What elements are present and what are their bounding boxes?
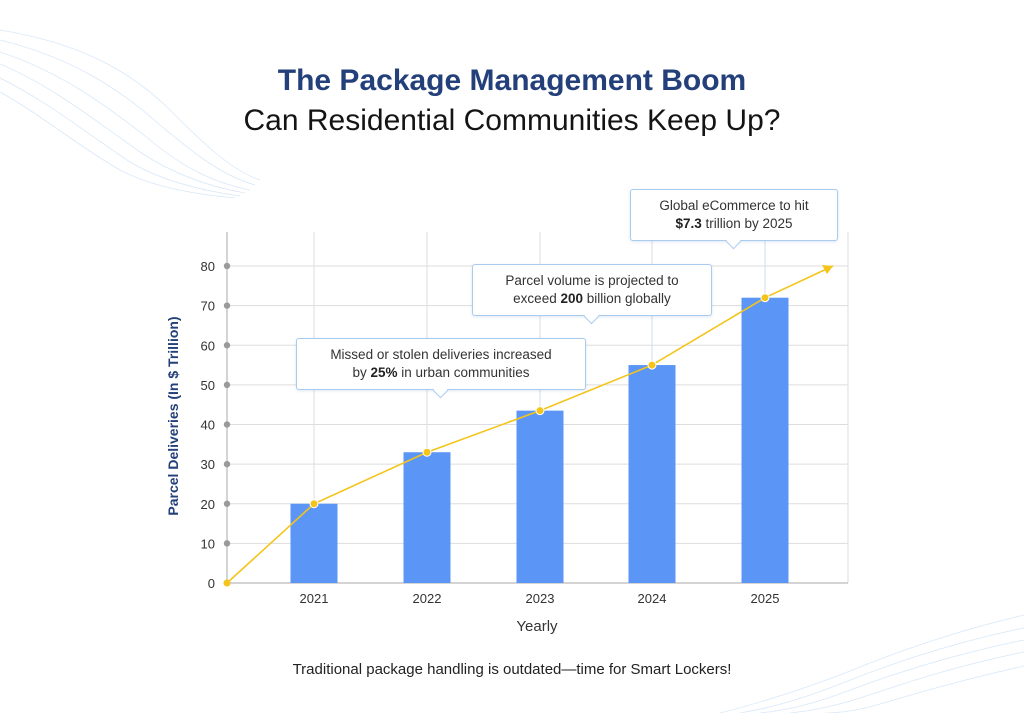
y-tick-dot xyxy=(223,460,231,468)
annotation-line: by 25% in urban communities xyxy=(309,364,573,382)
annotation-callout-2025: Global eCommerce to hit $7.3 trillion by … xyxy=(630,189,838,241)
annotation-highlight: $7.3 xyxy=(675,216,702,231)
y-tick-dot xyxy=(223,500,231,507)
x-tick-label: 2021 xyxy=(300,591,329,606)
y-tick-label: 30 xyxy=(201,457,215,472)
annotation-text: billion globally xyxy=(583,291,671,306)
trend-point-2022 xyxy=(422,447,432,457)
y-tick-label: 10 xyxy=(201,536,215,551)
trend-point-2023 xyxy=(535,406,545,416)
y-tick-label: 50 xyxy=(201,378,215,393)
x-tick-label: 2023 xyxy=(526,591,555,606)
bar-2023 xyxy=(516,410,564,583)
y-tick-dot xyxy=(223,262,231,270)
annotation-text: Missed or stolen deliveries increased xyxy=(330,347,552,362)
trend-start-point xyxy=(223,579,231,587)
annotation-line: $7.3 trillion by 2025 xyxy=(643,215,825,233)
x-axis-title: Yearly xyxy=(516,618,558,635)
bar-2022 xyxy=(403,452,451,583)
y-tick-label: 0 xyxy=(208,576,215,591)
bar-2024 xyxy=(628,365,676,583)
footer-note: Traditional package handling is outdated… xyxy=(292,661,732,678)
annotation-text: trillion by 2025 xyxy=(701,216,793,231)
trend-point-2024 xyxy=(647,360,657,370)
page-subtitle: Can Residential Communities Keep Up? xyxy=(243,104,781,137)
bar-2025 xyxy=(741,297,789,583)
y-tick-label: 60 xyxy=(201,338,215,353)
annotation-text: by xyxy=(352,365,371,380)
y-tick-dot xyxy=(223,421,231,428)
annotation-line: Global eCommerce to hit xyxy=(643,197,825,215)
annotation-highlight: 200 xyxy=(560,291,583,306)
annotation-callout-2024: Parcel volume is projected to exceed 200 … xyxy=(472,264,712,316)
trend-point-2025 xyxy=(760,293,770,303)
annotation-highlight: 25% xyxy=(370,365,398,380)
trend-point-2021 xyxy=(309,499,319,509)
y-tick-dot xyxy=(223,381,231,389)
annotation-line: exceed 200 billion globally xyxy=(485,290,699,308)
bar-2021 xyxy=(290,503,338,583)
annotation-text: exceed xyxy=(513,291,561,306)
annotation-text: in urban communities xyxy=(397,365,530,380)
y-axis-title: Parcel Deliveries (In $ Trillion) xyxy=(165,316,181,515)
trend-arrow-head xyxy=(822,265,833,274)
x-tick-label: 2025 xyxy=(751,591,780,606)
annotation-text: Global eCommerce to hit xyxy=(659,198,809,213)
annotation-callout-2023: Missed or stolen deliveries increased by … xyxy=(296,338,586,390)
y-tick-dot xyxy=(223,302,231,309)
annotation-line: Parcel volume is projected to xyxy=(485,272,699,290)
annotation-line: Missed or stolen deliveries increased xyxy=(309,346,573,364)
x-tick-label: 2024 xyxy=(638,591,667,606)
y-tick-label: 80 xyxy=(201,259,215,274)
y-tick-label: 40 xyxy=(201,418,215,433)
annotation-text: Parcel volume is projected to xyxy=(505,273,679,288)
y-tick-label: 20 xyxy=(201,497,215,512)
y-tick-dot xyxy=(223,342,231,349)
page-title: The Package Management Boom xyxy=(277,64,747,97)
y-tick-label: 70 xyxy=(201,299,215,314)
y-tick-dot xyxy=(223,540,231,547)
x-tick-label: 2022 xyxy=(413,591,442,606)
